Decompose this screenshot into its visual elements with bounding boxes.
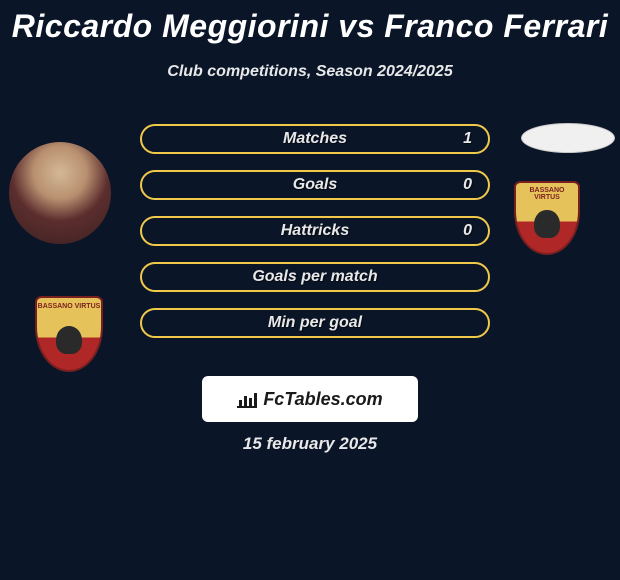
stat-label: Min per goal	[268, 314, 362, 332]
stat-row-matches: Matches 1	[140, 124, 490, 154]
page-title: Riccardo Meggiorini vs Franco Ferrari	[0, 0, 620, 45]
brand-text: FcTables.com	[263, 389, 382, 410]
stats-list: Matches 1 Goals 0 Hattricks 0 Goals per …	[140, 124, 490, 354]
stat-value: 1	[463, 130, 472, 148]
player-left-avatar	[9, 142, 111, 244]
stat-row-goals: Goals 0	[140, 170, 490, 200]
subtitle: Club competitions, Season 2024/2025	[0, 63, 620, 81]
stat-label: Hattricks	[281, 222, 349, 240]
bar-chart-icon	[237, 390, 257, 408]
player-right-avatar	[521, 123, 615, 153]
stat-label: Goals per match	[252, 268, 377, 286]
stat-label: Goals	[293, 176, 337, 194]
crest-figure-icon	[56, 326, 82, 355]
stat-row-goals-per-match: Goals per match	[140, 262, 490, 292]
date-text: 15 february 2025	[0, 434, 620, 454]
shield-icon: BASSANO VIRTUS	[514, 181, 581, 255]
stat-value: 0	[463, 176, 472, 194]
stat-row-hattricks: Hattricks 0	[140, 216, 490, 246]
crest-figure-icon	[534, 210, 559, 238]
stat-row-min-per-goal: Min per goal	[140, 308, 490, 338]
brand-box: FcTables.com	[202, 376, 418, 422]
crest-text-left: BASSANO VIRTUS	[38, 303, 101, 310]
club-crest-right: BASSANO VIRTUS	[502, 174, 592, 264]
crest-text-right: BASSANO VIRTUS	[516, 187, 579, 201]
stat-label: Matches	[283, 130, 347, 148]
shield-icon: BASSANO VIRTUS	[35, 296, 103, 371]
club-crest-left: BASSANO VIRTUS	[23, 289, 115, 381]
stat-value: 0	[463, 222, 472, 240]
